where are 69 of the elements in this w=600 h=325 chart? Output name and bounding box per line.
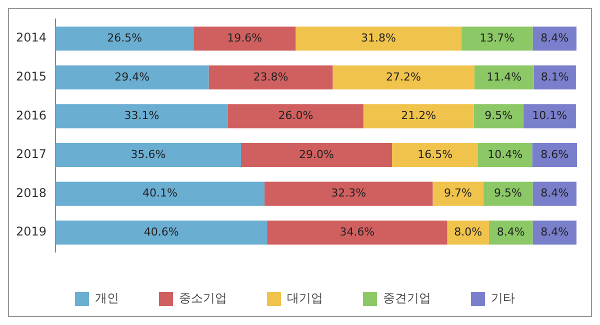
data-label: 23.8% <box>253 70 288 84</box>
bar <box>56 65 209 90</box>
bar <box>474 104 524 128</box>
data-label: 11.4% <box>486 70 522 84</box>
y-tick-label: 2019 <box>16 224 47 239</box>
data-label: 29.4% <box>114 70 150 84</box>
data-label: 8.4% <box>540 31 569 44</box>
y-tick-label: 2014 <box>16 30 47 45</box>
bar <box>474 65 534 90</box>
data-label: 9.5% <box>494 186 522 200</box>
legend-label: 중견기업 <box>383 291 431 306</box>
bar <box>264 182 433 206</box>
bar <box>296 26 462 51</box>
data-label: 10.4% <box>488 148 523 161</box>
data-label: 8.0% <box>454 225 482 238</box>
data-label: 8.1% <box>540 70 569 84</box>
bar <box>363 104 474 128</box>
bar <box>194 26 296 51</box>
legend-label: 중소기업 <box>179 291 227 306</box>
data-label: 26.0% <box>278 109 314 122</box>
bar <box>56 220 268 245</box>
data-label: 9.5% <box>484 109 513 122</box>
data-label: 40.1% <box>142 186 178 200</box>
bar <box>532 26 576 51</box>
bar <box>532 220 576 245</box>
bar <box>483 182 533 206</box>
bar <box>208 65 333 90</box>
bar <box>461 26 533 51</box>
y-tick-label: 2017 <box>16 147 47 162</box>
bar <box>392 142 478 168</box>
data-label: 8.6% <box>540 148 569 161</box>
data-label: 10.1% <box>532 109 568 122</box>
data-label: 26.5% <box>107 31 142 44</box>
y-tick-label: 2015 <box>16 70 47 84</box>
data-label: 8.4% <box>496 225 525 238</box>
bar <box>228 104 364 128</box>
data-label: 13.7% <box>480 31 515 44</box>
data-label: 16.5% <box>418 148 453 161</box>
data-label: 19.6% <box>227 31 262 44</box>
bar <box>56 182 264 206</box>
legend-label: 개인 <box>95 291 119 306</box>
bar <box>240 142 392 168</box>
data-label: 40.6% <box>144 225 179 238</box>
bar <box>56 142 241 168</box>
bar <box>523 104 576 128</box>
data-label: 33.1% <box>124 109 160 122</box>
data-label: 29.0% <box>299 148 334 161</box>
bar <box>532 182 576 206</box>
bar <box>267 220 448 245</box>
data-label: 31.8% <box>361 31 396 44</box>
data-label: 32.3% <box>331 186 366 200</box>
data-label: 27.2% <box>386 70 422 84</box>
bar <box>432 182 484 206</box>
data-label: 21.2% <box>401 109 436 122</box>
data-label: 34.6% <box>340 225 375 238</box>
bar <box>478 142 532 168</box>
data-label: 9.7% <box>444 186 472 200</box>
bar <box>532 142 577 168</box>
bar <box>534 65 576 90</box>
bar <box>56 26 194 51</box>
bar <box>56 104 228 128</box>
data-label: 8.4% <box>540 186 569 200</box>
y-tick-label: 2016 <box>16 108 47 122</box>
bar <box>332 65 474 90</box>
y-tick-label: 2018 <box>16 186 47 200</box>
legend-label: 대기업 <box>287 291 323 306</box>
legend-label: 기타 <box>491 291 515 306</box>
data-label: 35.6% <box>130 148 166 161</box>
data-label: 8.4% <box>540 225 569 238</box>
